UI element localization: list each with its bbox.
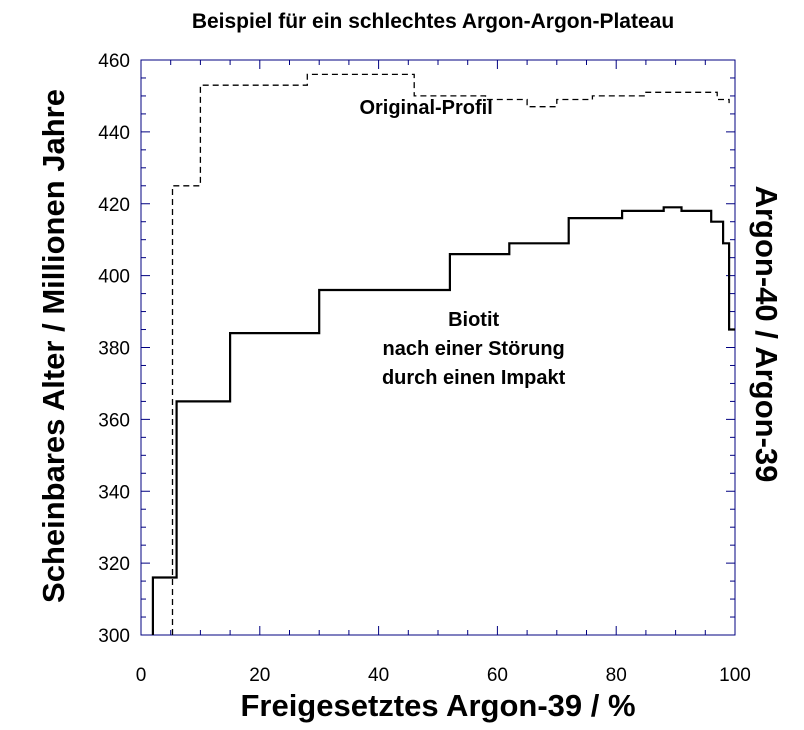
- series-original-profile: [171, 73, 730, 635]
- plot-area: 300 320 340 360 380 400 420 440 460 0 20 40 60 80 100 O…: [98, 51, 751, 686]
- x-tick-label: 0: [136, 665, 147, 686]
- y-tick-label: 440: [98, 123, 130, 144]
- y-tick-label: 320: [98, 554, 130, 575]
- y-tick-label: 340: [98, 482, 130, 503]
- y-tick-label: 400: [98, 267, 130, 288]
- x-tick-label: 20: [249, 665, 270, 686]
- annotation-biotit: Biotit: [448, 309, 499, 331]
- y-tick-label: 460: [98, 51, 130, 72]
- series-biotit: [151, 206, 735, 635]
- x-tick-label: 80: [606, 665, 627, 686]
- y-tick-label: 300: [98, 626, 130, 647]
- x-tick-label: 40: [368, 665, 389, 686]
- y-tick-label: 380: [98, 339, 130, 360]
- right-axis-title: Argon-40 / Argon-39: [749, 186, 784, 483]
- y-tick-label: 360: [98, 410, 130, 431]
- x-tick-label: 100: [719, 665, 751, 686]
- annotation-biotit: durch einen Impakt: [382, 367, 566, 389]
- annotation-biotit: nach einer Störung: [383, 338, 565, 360]
- annotation-original: Original-Profil: [359, 97, 492, 119]
- chart-title: Beispiel für ein schlechtes Argon-Argon-…: [192, 10, 674, 33]
- x-axis-title: Freigesetztes Argon-39 / %: [240, 688, 635, 723]
- x-tick-label: 60: [487, 665, 508, 686]
- y-axis-title: Scheinbares Alter / Millionen Jahre: [36, 89, 71, 603]
- y-tick-label: 420: [98, 195, 130, 216]
